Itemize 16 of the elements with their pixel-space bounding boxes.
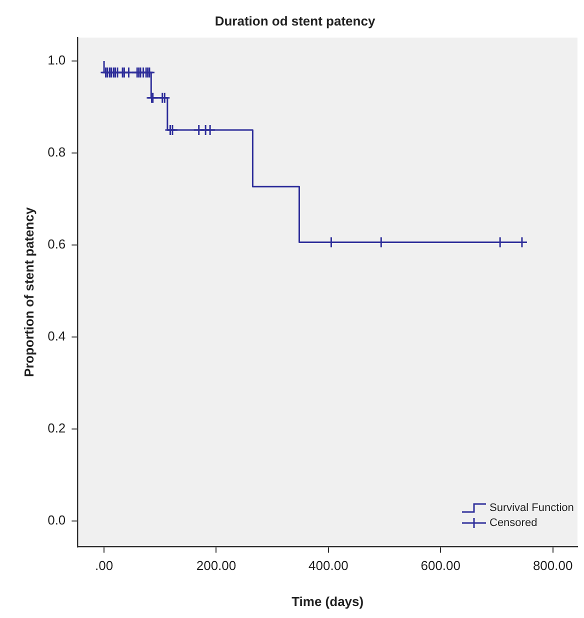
y-tick-label: 0.0 <box>48 512 66 528</box>
x-tick-label: 600.00 <box>420 558 461 574</box>
chart-title: Duration od stent patency <box>214 13 376 28</box>
legend-label: Censored <box>490 516 538 531</box>
x-tick-label: 200.00 <box>196 558 236 574</box>
x-tick-label: .00 <box>95 558 114 574</box>
y-tick-label: 0.8 <box>48 144 66 160</box>
legend-label: Survival Function <box>490 500 574 516</box>
x-axis-title: Time (days) <box>292 594 364 609</box>
x-tick-label: 400.00 <box>308 558 348 574</box>
y-tick-label: 0.4 <box>48 328 66 344</box>
y-axis-title: Proportion of stent patency <box>21 206 36 378</box>
y-tick-label: 0.2 <box>48 420 66 436</box>
y-tick-label: 1.0 <box>48 52 66 68</box>
y-tick-label: 0.6 <box>48 236 66 252</box>
x-tick-label: 800.00 <box>532 558 573 574</box>
